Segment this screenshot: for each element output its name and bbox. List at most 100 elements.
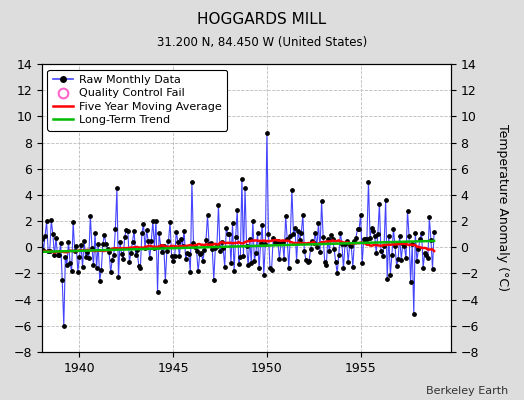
- Point: [321, 259, 329, 265]
- Point: [138, 230, 146, 237]
- Point: [133, 247, 141, 254]
- Point: [58, 277, 67, 283]
- Point: [199, 258, 207, 264]
- Point: [414, 246, 423, 252]
- Point: [369, 228, 377, 234]
- Point: [418, 229, 426, 236]
- Point: [160, 242, 168, 249]
- Point: [318, 198, 326, 204]
- Point: [236, 254, 245, 260]
- Point: [55, 252, 63, 258]
- Point: [89, 262, 97, 268]
- Point: [139, 221, 148, 227]
- Point: [181, 256, 190, 262]
- Point: [77, 242, 85, 248]
- Point: [355, 226, 363, 232]
- Point: [210, 277, 218, 283]
- Point: [400, 243, 409, 250]
- Point: [385, 232, 393, 239]
- Point: [332, 258, 340, 265]
- Point: [83, 249, 91, 256]
- Point: [350, 238, 358, 244]
- Point: [189, 240, 198, 246]
- Point: [192, 248, 201, 254]
- Point: [200, 247, 209, 253]
- Point: [263, 130, 271, 136]
- Point: [50, 252, 59, 258]
- Point: [69, 219, 78, 226]
- Point: [222, 225, 231, 231]
- Point: [61, 254, 70, 260]
- Point: [127, 249, 135, 256]
- Point: [292, 258, 301, 264]
- Point: [211, 244, 220, 251]
- Point: [267, 266, 276, 273]
- Point: [363, 235, 371, 242]
- Point: [143, 227, 151, 233]
- Point: [264, 231, 272, 237]
- Point: [423, 255, 432, 262]
- Point: [57, 240, 65, 246]
- Point: [180, 228, 188, 234]
- Point: [81, 254, 90, 261]
- Point: [342, 238, 351, 244]
- Point: [375, 201, 384, 207]
- Point: [92, 265, 101, 271]
- Point: [337, 240, 346, 247]
- Point: [68, 268, 76, 274]
- Point: [64, 239, 73, 245]
- Point: [125, 258, 134, 265]
- Point: [95, 278, 104, 284]
- Point: [341, 241, 349, 248]
- Point: [79, 264, 87, 270]
- Point: [49, 231, 57, 238]
- Point: [205, 241, 213, 248]
- Point: [53, 252, 62, 258]
- Point: [380, 243, 388, 249]
- Point: [291, 224, 299, 231]
- Point: [206, 240, 215, 246]
- Point: [111, 226, 119, 232]
- Point: [60, 323, 68, 329]
- Point: [249, 218, 257, 224]
- Point: [391, 243, 399, 249]
- Point: [169, 258, 177, 264]
- Point: [288, 186, 296, 193]
- Point: [178, 242, 187, 249]
- Point: [63, 261, 71, 268]
- Point: [388, 252, 396, 258]
- Point: [377, 248, 385, 254]
- Point: [403, 208, 412, 214]
- Point: [275, 256, 283, 262]
- Point: [256, 240, 265, 247]
- Point: [106, 269, 115, 276]
- Point: [72, 243, 81, 249]
- Point: [339, 265, 347, 272]
- Point: [119, 256, 127, 262]
- Point: [227, 260, 235, 266]
- Point: [347, 243, 355, 250]
- Point: [146, 255, 154, 262]
- Point: [74, 268, 82, 275]
- Point: [239, 253, 248, 259]
- Point: [266, 265, 274, 272]
- Point: [66, 260, 74, 266]
- Point: [235, 261, 243, 267]
- Point: [94, 240, 102, 247]
- Point: [335, 252, 343, 258]
- Point: [216, 247, 224, 254]
- Point: [359, 235, 368, 242]
- Point: [46, 248, 54, 254]
- Point: [396, 232, 404, 239]
- Point: [402, 255, 410, 262]
- Point: [333, 270, 342, 276]
- Point: [38, 236, 46, 242]
- Point: [157, 242, 165, 249]
- Point: [408, 241, 417, 247]
- Text: 31.200 N, 84.450 W (United States): 31.200 N, 84.450 W (United States): [157, 36, 367, 49]
- Point: [392, 262, 401, 269]
- Point: [289, 231, 298, 237]
- Point: [308, 238, 316, 245]
- Point: [149, 218, 157, 224]
- Point: [258, 222, 266, 228]
